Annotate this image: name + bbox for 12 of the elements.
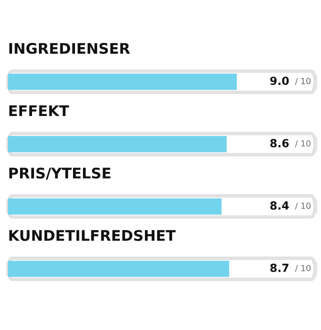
data-label: 8.7 — [270, 264, 288, 272]
text: / 10 — [295, 202, 311, 210]
data-label: 8.4 — [270, 201, 289, 210]
y-tick-label: PRIS/YTELSE — [9, 168, 110, 180]
data-label: 8.6 — [270, 138, 289, 148]
y-tick-label: KUNDETILFREDSHET — [9, 230, 176, 241]
data-label: 9.0 — [270, 76, 289, 85]
text: / 10 — [295, 264, 311, 272]
text: / 10 — [295, 140, 311, 148]
text: / 10 — [295, 78, 311, 85]
y-tick-label: INGREDIENSER — [9, 42, 130, 54]
y-tick-label: EFFEKT — [9, 105, 70, 116]
